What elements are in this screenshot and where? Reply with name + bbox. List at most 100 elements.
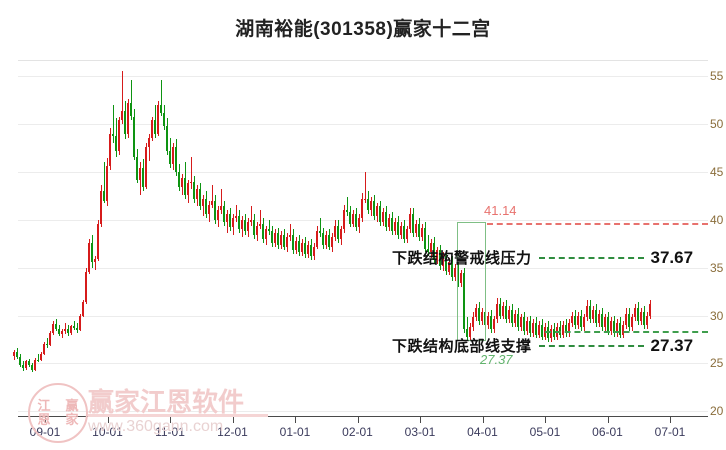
candle-body (51, 324, 55, 333)
candle-body (42, 344, 46, 354)
candle-body (21, 365, 25, 369)
candle-body (621, 325, 625, 335)
candle-wick (269, 219, 270, 236)
candle-body (330, 237, 334, 247)
candle-body (183, 177, 187, 195)
candle-wick (122, 70, 123, 125)
chart-plot-area (12, 61, 708, 416)
candle-body (48, 332, 52, 346)
candle-body (378, 206, 382, 222)
candle-body (99, 191, 103, 224)
candle-body (225, 214, 229, 222)
candle-body (516, 313, 520, 327)
candle-body (93, 259, 97, 262)
candle-body (120, 110, 124, 121)
candle-body (612, 321, 616, 333)
y-axis-tick-label: 25 (710, 356, 724, 371)
candle-body (528, 321, 532, 333)
candle-body (459, 273, 463, 283)
candle-body (405, 229, 409, 239)
candle-body (396, 221, 400, 236)
candle-body (462, 273, 466, 329)
candle-body (177, 172, 181, 188)
candle-body (267, 229, 271, 232)
candle-body (297, 240, 301, 253)
candle-body (84, 271, 88, 303)
x-axis-tick (607, 416, 609, 423)
x-axis-tick (232, 416, 234, 423)
candle-body (192, 181, 196, 199)
candle-body (438, 250, 442, 266)
candle-body (420, 227, 424, 238)
pressure-line-value: 41.14 (484, 203, 517, 218)
candle-body (450, 261, 454, 278)
candle-body (513, 313, 517, 324)
candle-body (141, 168, 145, 188)
candle-body (219, 206, 223, 211)
x-axis-tick-label: 12-01 (217, 425, 248, 439)
candle-wick (221, 189, 222, 215)
candle-wick (131, 80, 132, 121)
x-axis-tick-label: 06-01 (592, 425, 623, 439)
candle-body (315, 231, 319, 247)
candle-body (411, 214, 415, 234)
support-annotation-label: 下跌结构底部线支撑 (392, 338, 532, 355)
candle-wick (227, 210, 228, 234)
candle-body (393, 221, 397, 232)
candle-body (432, 242, 436, 261)
candle-body (648, 304, 652, 316)
candle-body (474, 307, 478, 318)
candle-body (339, 229, 343, 239)
candle-body (624, 313, 628, 326)
watermark-seal-char: 家 (65, 412, 79, 427)
candle-body (111, 133, 115, 136)
candle-body (75, 327, 79, 330)
candle-body (588, 305, 592, 320)
support-annotation-dash (538, 344, 644, 347)
candle-wick (236, 204, 237, 222)
candle-body (639, 311, 643, 322)
candle-body (585, 305, 589, 318)
candle-body (333, 225, 337, 238)
candle-wick (74, 321, 75, 330)
candle-body (294, 240, 298, 251)
candle-body (633, 307, 637, 318)
candle-wick (95, 256, 96, 270)
candle-wick (260, 210, 261, 230)
candle-body (414, 223, 418, 234)
candle-body (558, 327, 562, 335)
candle-body (249, 219, 253, 222)
candle-body (135, 156, 139, 180)
candle-body (165, 126, 169, 151)
candle-wick (191, 156, 192, 190)
candle-body (276, 233, 280, 245)
candle-body (543, 327, 547, 337)
candle-body (537, 325, 541, 335)
x-axis-tick (295, 416, 296, 423)
candle-wick (212, 185, 213, 209)
candle-body (318, 231, 322, 234)
candle-body (504, 305, 508, 320)
candle-body (345, 210, 349, 213)
candle-wick (161, 80, 162, 117)
candle-wick (38, 353, 39, 363)
candle-body (510, 309, 514, 324)
candle-body (60, 330, 64, 334)
candle-body (162, 112, 166, 127)
y-axis-tick-label: 55 (710, 69, 724, 84)
gridline (18, 315, 708, 317)
candle-body (264, 229, 268, 239)
candle-body (261, 223, 265, 239)
candle-body (198, 189, 202, 207)
candle-body (63, 328, 67, 331)
candle-body (273, 233, 277, 243)
candle-wick (365, 172, 366, 203)
candle-body (231, 217, 235, 228)
gridline (18, 76, 708, 78)
candle-body (597, 313, 601, 324)
y-axis-tick-label: 40 (710, 212, 724, 227)
x-axis-tick-label: 11-01 (155, 425, 185, 439)
candle-body (210, 200, 214, 205)
candle-body (471, 317, 475, 327)
candle-body (258, 223, 262, 226)
